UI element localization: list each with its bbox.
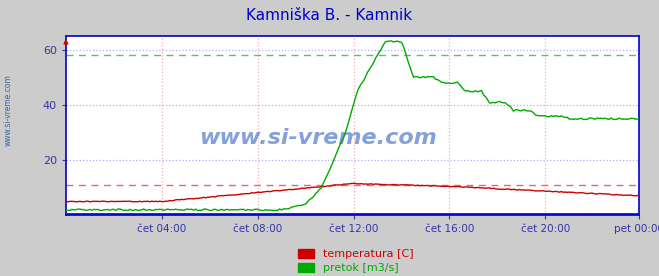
Text: www.si-vreme.com: www.si-vreme.com <box>199 128 437 148</box>
Text: Kamniška B. - Kamnik: Kamniška B. - Kamnik <box>246 8 413 23</box>
Legend: temperatura [C], pretok [m3/s]: temperatura [C], pretok [m3/s] <box>298 249 414 273</box>
Text: www.si-vreme.com: www.si-vreme.com <box>4 75 13 146</box>
